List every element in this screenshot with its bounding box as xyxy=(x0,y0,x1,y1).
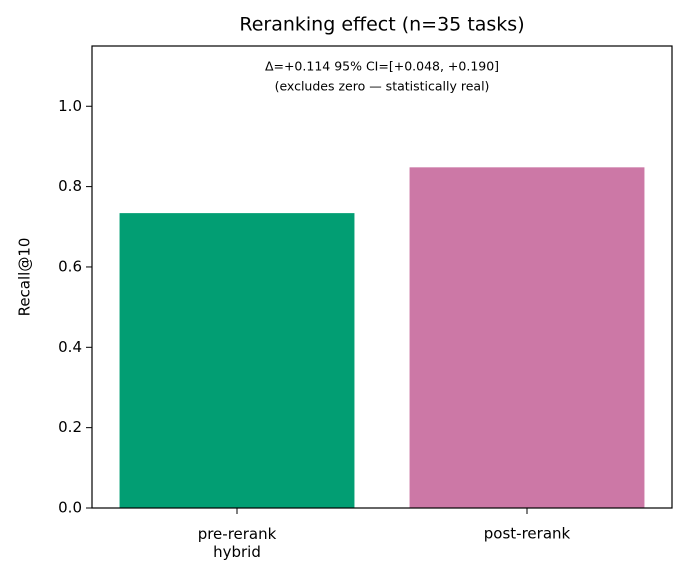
y-tick-label: 0.6 xyxy=(58,257,82,275)
bar xyxy=(119,213,355,508)
y-tick-label: 0.2 xyxy=(58,418,82,436)
annotation: Δ=+0.114 95% CI=[+0.048, +0.190] xyxy=(265,59,499,74)
x-tick-label: pre-rerank hybrid xyxy=(198,525,277,561)
y-tick-label: 0.8 xyxy=(58,177,82,195)
x-tick-label: post-rerank xyxy=(484,525,571,543)
y-tick-label: 0.4 xyxy=(58,338,82,356)
plot-frame xyxy=(91,45,673,509)
annotation: (excludes zero — statistically real) xyxy=(275,79,490,94)
bar xyxy=(409,167,645,509)
chart-title: Reranking effect (n=35 tasks) xyxy=(239,14,524,36)
y-axis-label: Recall@10 xyxy=(16,238,34,317)
y-tick-label: 0.0 xyxy=(58,499,82,517)
y-tick-label: 1.0 xyxy=(58,97,82,115)
